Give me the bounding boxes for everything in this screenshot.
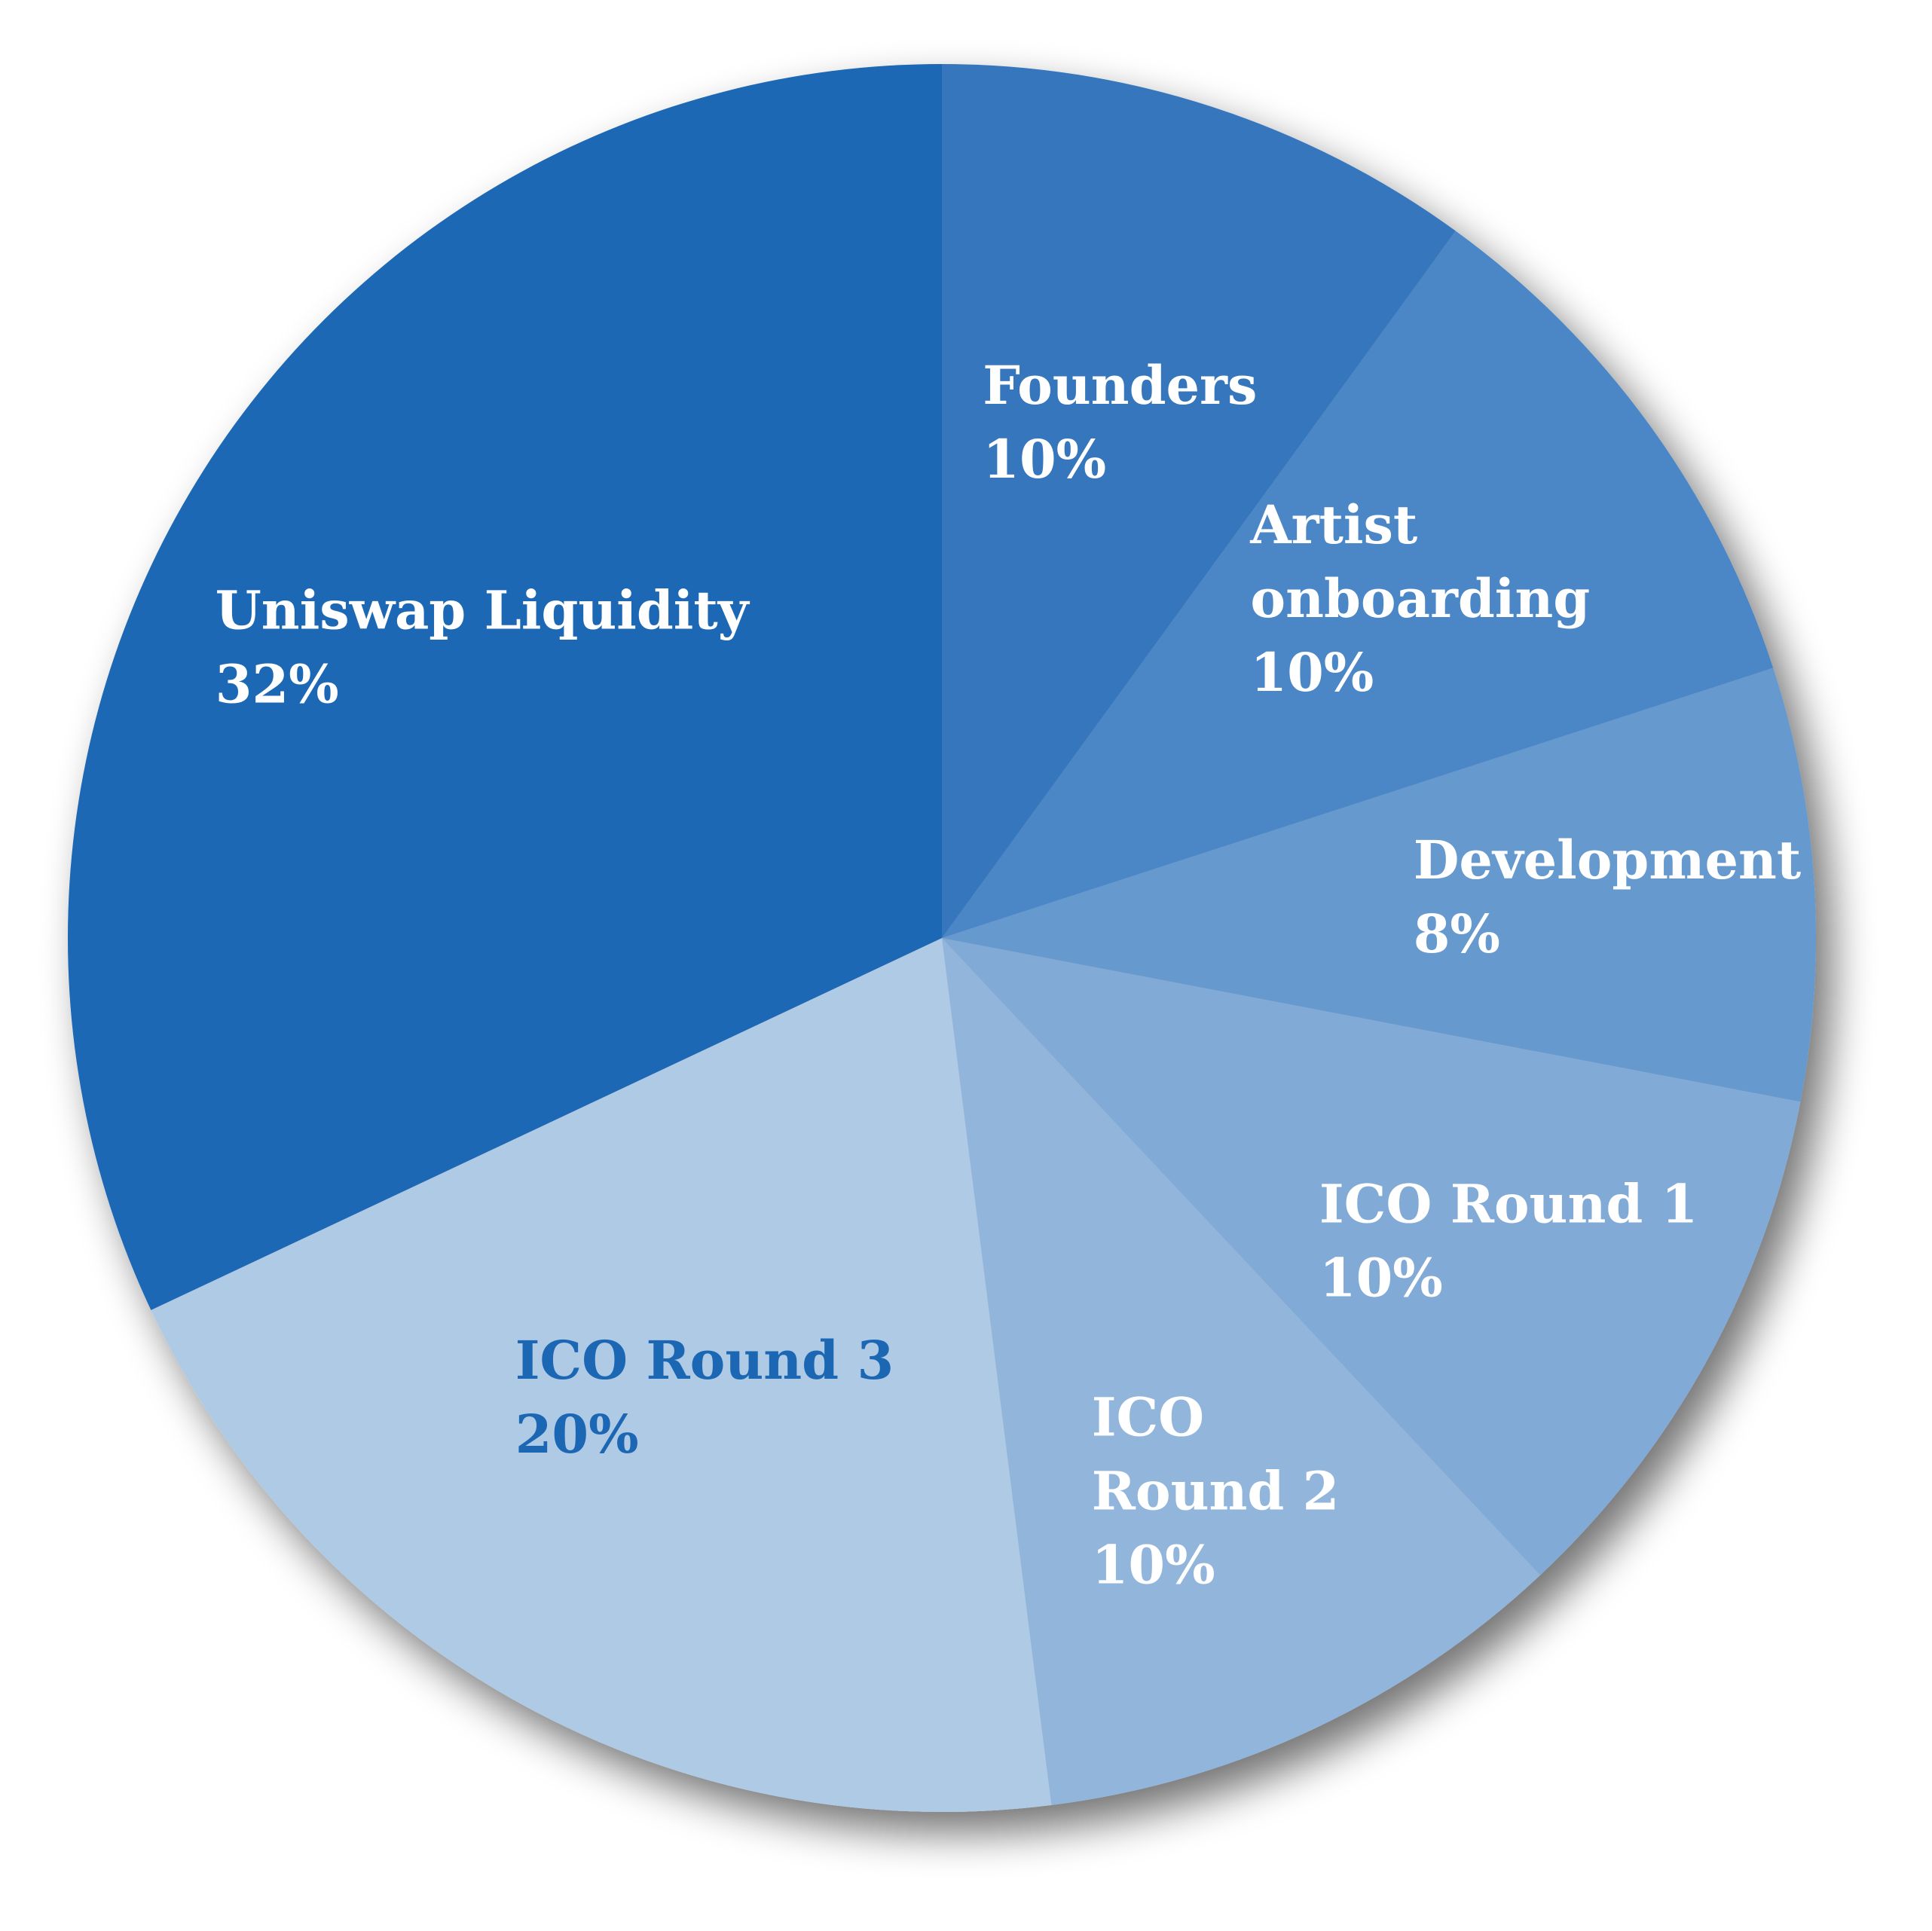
slice-label: Founders 10% [983,354,1257,490]
slice-category-label: Uniswap Liquidity [216,579,750,642]
slice-labels: Founders 10% Artist onboarding 10% Developmen… [216,354,1801,1596]
slice-label: Uniswap Liquidity 32% [216,579,750,716]
pie-slice [942,938,1801,1575]
pie-slice [942,668,1817,1102]
slice-label: Development 8% [1414,829,1802,965]
slice-value-label: 32% [216,653,339,716]
pie-slice [151,938,1052,1812]
slice-value-label: 8% [1414,903,1500,965]
pie-slice [942,64,1456,938]
slice-label: ICO Round 2 10% [1092,1386,1340,1596]
slice-category-label: Founders [983,354,1257,417]
pie-slice [942,231,1774,938]
slice-category-label: Artist [1249,493,1417,556]
slice-category-label: ICO [1092,1386,1204,1449]
pie-slices [67,64,1817,1812]
slice-label: ICO Round 1 10% [1319,1172,1698,1309]
slice-label: Artist onboarding 10% [1249,493,1590,704]
pie-slice [942,938,1541,1805]
slice-category-label: ICO Round 1 [1319,1172,1698,1235]
slice-label: ICO Round 3 20% [515,1329,894,1465]
slice-category-label: Round 2 [1092,1460,1340,1523]
slice-category-label: onboarding [1250,567,1590,630]
slice-value-label: 20% [515,1403,639,1465]
slice-value-label: 10% [983,428,1106,490]
slice-value-label: 10% [1250,641,1374,704]
slice-category-label: ICO Round 3 [515,1329,894,1392]
slice-value-label: 10% [1092,1534,1215,1596]
slice-category-label: Development [1414,829,1802,891]
slice-value-label: 10% [1319,1246,1443,1309]
pie-slice [67,64,942,1310]
